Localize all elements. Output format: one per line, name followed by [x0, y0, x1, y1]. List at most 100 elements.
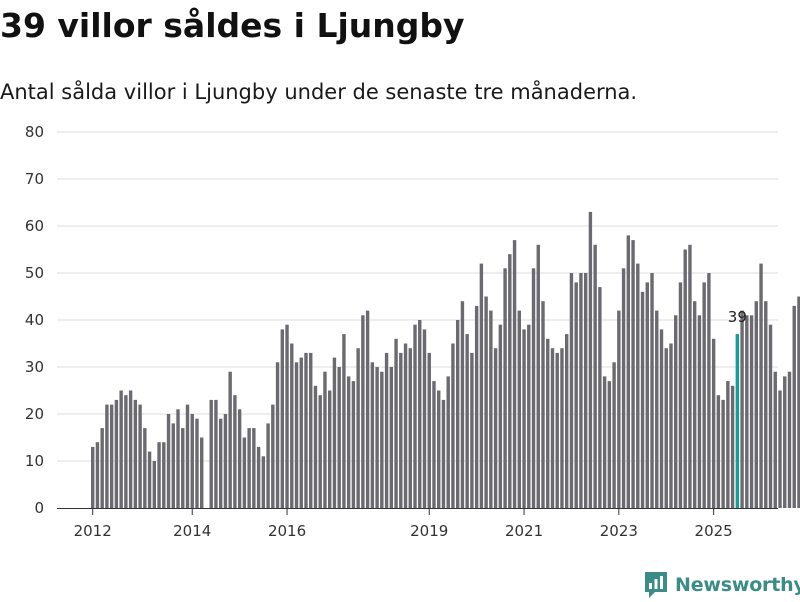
bar: [365, 310, 370, 508]
bar: [109, 404, 114, 508]
bar: [413, 324, 417, 508]
bar: [247, 428, 251, 508]
bar: [707, 273, 711, 508]
highlight-value-label: 39: [728, 308, 747, 326]
bar: [185, 404, 190, 508]
bar: [100, 428, 104, 508]
bar: [773, 371, 777, 508]
bar: [223, 414, 228, 508]
bar: [730, 385, 735, 508]
bar: [711, 338, 716, 508]
bar: [636, 263, 640, 508]
y-tick-label: 40: [25, 311, 44, 329]
bar: [256, 446, 261, 508]
bar: [370, 362, 375, 508]
bar: [489, 310, 493, 508]
bar: [697, 315, 702, 508]
bar: [474, 305, 479, 508]
bar: [527, 324, 531, 508]
bar: [304, 352, 308, 508]
bar: [356, 348, 360, 508]
bar: [451, 343, 455, 508]
bar: [294, 362, 299, 508]
bar: [536, 244, 540, 509]
bar: [389, 367, 394, 508]
bar: [602, 376, 607, 508]
bar: [726, 381, 730, 508]
bar: [408, 348, 412, 508]
bar: [721, 399, 725, 508]
bar: [783, 376, 787, 508]
bar: [688, 244, 692, 509]
bar: [479, 263, 484, 508]
bar: [640, 291, 645, 508]
bar: [745, 315, 749, 508]
x-tick-label: 2023: [600, 522, 638, 540]
bar: [313, 385, 318, 508]
y-tick-label: 80: [25, 123, 44, 141]
y-tick-label: 20: [25, 405, 44, 423]
x-tick-label: 2016: [268, 522, 306, 540]
bar: [266, 423, 270, 508]
bar: [323, 371, 327, 508]
bar: [768, 324, 773, 508]
bar: [157, 442, 161, 508]
bar: [384, 352, 389, 508]
y-tick-label: 10: [25, 452, 44, 470]
y-tick-label: 0: [34, 499, 44, 517]
x-tick-label: 2021: [505, 522, 543, 540]
bar: [555, 352, 559, 508]
bar: [214, 399, 218, 508]
bar: [683, 249, 687, 508]
newsworthy-logo-text: Newsworthy: [675, 574, 800, 596]
bar: [176, 409, 180, 508]
newsworthy-logo-icon: [645, 572, 667, 598]
bar: [579, 273, 583, 508]
bar: [659, 329, 664, 508]
bar: [380, 371, 384, 508]
bar: [460, 301, 465, 508]
bar: [470, 352, 474, 508]
bar: [285, 324, 289, 508]
y-tick-label: 60: [25, 217, 44, 235]
bar: [569, 273, 574, 508]
bar: [669, 343, 673, 508]
bar: [550, 348, 555, 508]
y-axis-ticks: 0 10 20 30 40 50 60 70 80: [25, 123, 44, 517]
bar: [522, 329, 526, 508]
bar: [171, 423, 175, 508]
bar: [275, 362, 280, 508]
bar: [403, 343, 408, 508]
x-tick-label: 2019: [410, 522, 448, 540]
bar: [91, 446, 95, 508]
bar: [143, 428, 147, 508]
bar: [740, 310, 744, 508]
x-tick-label: 2012: [74, 522, 112, 540]
bar: [427, 352, 431, 508]
bar: [792, 305, 796, 508]
bar: [162, 442, 166, 508]
bar: [484, 296, 488, 508]
bar: [749, 315, 754, 508]
bar: [787, 371, 792, 508]
bar: [105, 404, 109, 508]
bar: [541, 301, 545, 508]
bar: [209, 399, 213, 508]
y-tick-label: 70: [25, 170, 44, 188]
bar: [252, 428, 256, 508]
bar: [133, 399, 138, 508]
bar: [119, 390, 123, 508]
bar: [441, 399, 446, 508]
bar: [617, 310, 621, 508]
bar: [455, 320, 460, 508]
bar: [114, 399, 119, 508]
bar: [280, 329, 284, 508]
bar: [332, 357, 337, 508]
bar: [493, 348, 498, 508]
bar: [361, 315, 365, 508]
bar: [574, 282, 578, 508]
bar: [664, 348, 668, 508]
bar: [190, 414, 194, 508]
bar: [764, 301, 768, 508]
